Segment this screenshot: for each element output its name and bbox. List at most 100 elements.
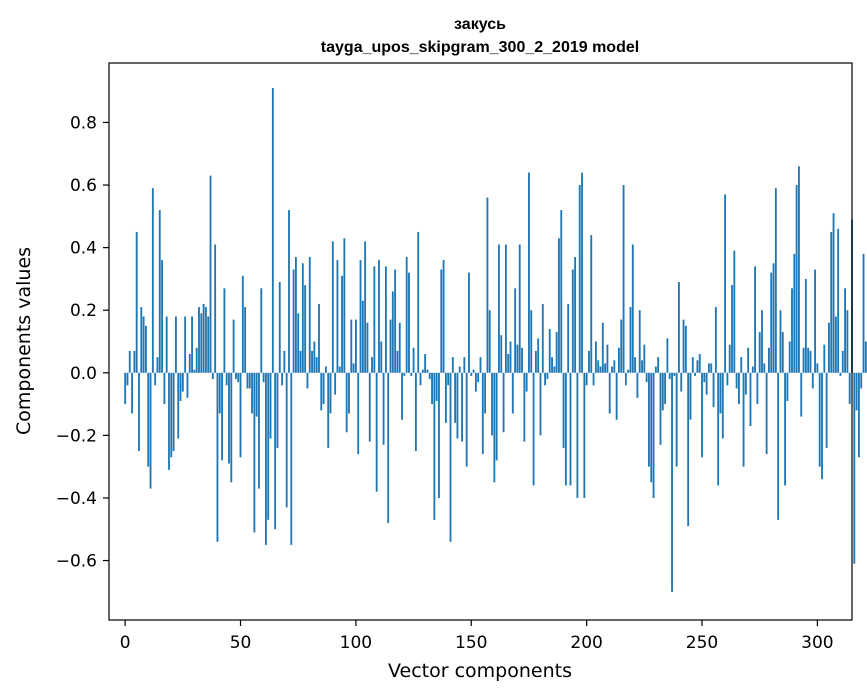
plot-frame bbox=[108, 62, 853, 621]
bar bbox=[417, 231, 420, 373]
bar bbox=[742, 372, 745, 467]
bar bbox=[352, 363, 355, 373]
bar bbox=[311, 350, 313, 373]
bar bbox=[726, 372, 729, 386]
bar bbox=[701, 372, 703, 458]
bar bbox=[149, 372, 152, 489]
bar bbox=[223, 288, 226, 373]
bar bbox=[814, 269, 817, 373]
bar bbox=[719, 372, 722, 414]
bar bbox=[768, 347, 770, 373]
bar bbox=[537, 338, 540, 373]
bar bbox=[618, 347, 620, 373]
bar bbox=[394, 269, 397, 373]
bar bbox=[193, 369, 196, 373]
bar bbox=[278, 282, 281, 373]
bar bbox=[401, 372, 403, 420]
bar bbox=[657, 357, 660, 373]
bar bbox=[228, 372, 230, 464]
bar bbox=[525, 372, 528, 392]
bar bbox=[578, 185, 581, 373]
bar bbox=[313, 341, 316, 373]
bar bbox=[412, 347, 415, 373]
bar bbox=[689, 372, 692, 420]
bar bbox=[378, 260, 380, 373]
bar bbox=[744, 372, 747, 395]
bar bbox=[322, 372, 325, 405]
bar bbox=[306, 372, 309, 389]
bar bbox=[855, 372, 858, 411]
y-tick-label: 0.0 bbox=[70, 364, 97, 384]
bar bbox=[821, 372, 823, 480]
bar bbox=[294, 257, 297, 373]
bar bbox=[615, 372, 618, 420]
bar bbox=[504, 244, 507, 373]
bar bbox=[241, 275, 244, 373]
bar bbox=[373, 266, 376, 373]
bar bbox=[548, 328, 551, 373]
bar bbox=[135, 231, 138, 373]
bar bbox=[864, 341, 867, 373]
bar bbox=[290, 372, 293, 545]
bar bbox=[408, 272, 410, 373]
bar bbox=[142, 316, 145, 373]
bar bbox=[641, 360, 643, 373]
bar bbox=[428, 372, 431, 380]
bar bbox=[447, 372, 450, 386]
bar bbox=[297, 313, 300, 373]
bar bbox=[738, 372, 740, 405]
bar bbox=[714, 307, 717, 373]
y-tick-label: 0.4 bbox=[70, 239, 97, 259]
bar bbox=[749, 372, 752, 426]
x-axis-label: Vector components bbox=[388, 660, 572, 682]
bar bbox=[597, 360, 600, 373]
bar bbox=[281, 372, 283, 386]
bar bbox=[207, 316, 210, 373]
bar bbox=[848, 372, 851, 405]
bar bbox=[770, 272, 773, 373]
bar bbox=[599, 366, 602, 373]
bar bbox=[710, 363, 713, 373]
bar bbox=[301, 263, 304, 373]
bar bbox=[740, 357, 743, 373]
bar bbox=[128, 350, 131, 373]
bar bbox=[216, 372, 219, 542]
bar bbox=[502, 372, 505, 433]
bar bbox=[631, 244, 634, 373]
bar bbox=[181, 372, 184, 392]
bar bbox=[449, 372, 452, 542]
y-tick-label: −0.2 bbox=[56, 426, 97, 446]
bar bbox=[530, 310, 533, 373]
bar bbox=[221, 372, 223, 461]
bar bbox=[581, 172, 583, 373]
bar bbox=[468, 272, 470, 373]
bar bbox=[414, 372, 417, 452]
bar bbox=[832, 213, 835, 373]
bar bbox=[569, 372, 572, 486]
bar bbox=[721, 372, 724, 439]
x-tick-label: 200 bbox=[570, 633, 602, 653]
bar bbox=[534, 350, 537, 373]
bar bbox=[793, 253, 796, 373]
bar bbox=[811, 372, 814, 389]
bar bbox=[809, 350, 812, 373]
bar bbox=[341, 275, 343, 373]
bar bbox=[601, 322, 604, 373]
bar bbox=[327, 372, 330, 448]
bar bbox=[488, 310, 491, 373]
bar bbox=[410, 372, 413, 376]
bar bbox=[320, 372, 323, 411]
bar bbox=[461, 372, 463, 442]
bar bbox=[232, 319, 235, 373]
bar bbox=[795, 185, 798, 373]
bar bbox=[558, 238, 560, 373]
bar bbox=[262, 372, 265, 383]
bar bbox=[315, 357, 318, 373]
bar bbox=[694, 372, 697, 376]
bar bbox=[421, 369, 424, 373]
bar bbox=[195, 347, 198, 373]
bar bbox=[338, 366, 341, 373]
bar bbox=[636, 372, 639, 398]
bar bbox=[608, 372, 611, 414]
bar bbox=[204, 307, 207, 373]
